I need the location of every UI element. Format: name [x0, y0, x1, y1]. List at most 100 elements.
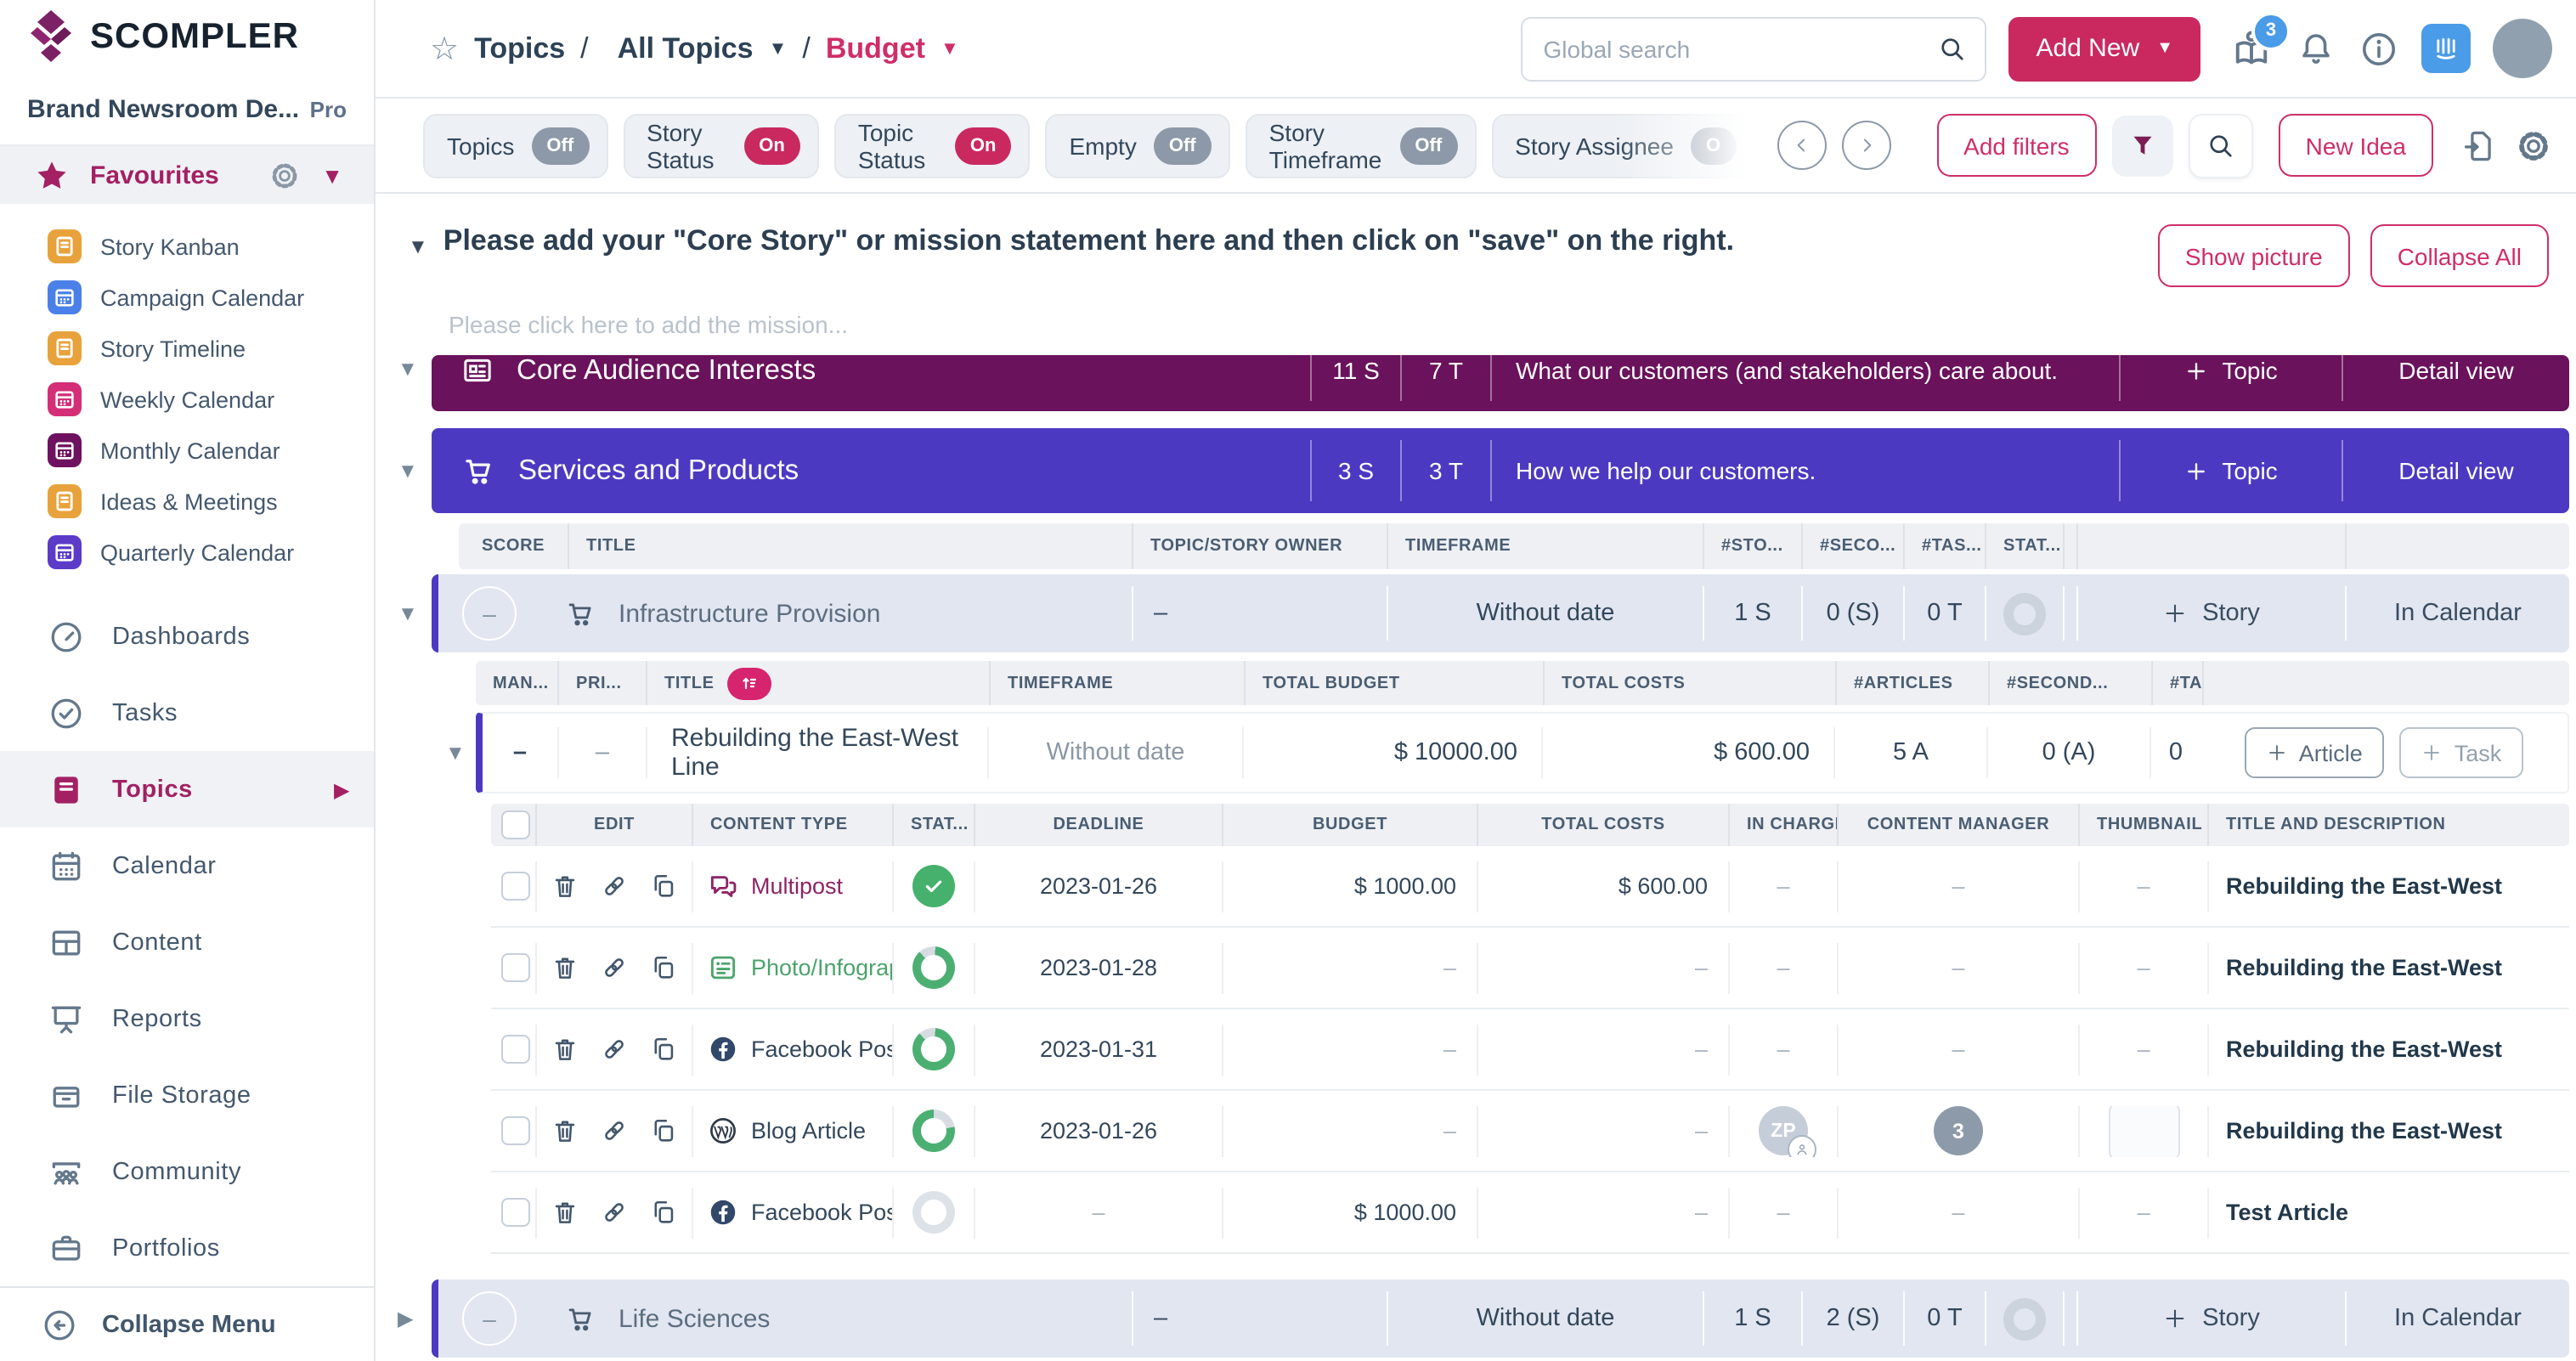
filters-scroll-right-button[interactable] — [1841, 121, 1891, 170]
content-manager-avatar[interactable]: 3 — [1934, 1106, 1983, 1155]
article-row[interactable]: Photo/Infographic 2023-01-28 – – – – – R… — [491, 928, 2569, 1009]
column-header[interactable]: TOTAL COSTS — [1543, 661, 1835, 705]
filter-chip-topics[interactable]: Topics Off — [423, 113, 608, 178]
column-header[interactable]: TIMEFRAME — [989, 661, 1244, 705]
trash-icon[interactable] — [551, 872, 579, 901]
sidebar-item-file-storage[interactable]: File Storage — [0, 1057, 374, 1133]
column-header[interactable]: CONTENT TYPE — [692, 804, 892, 846]
article-row[interactable]: Facebook Post 2023-01-31 – – – – – Rebui… — [491, 1009, 2569, 1091]
score-circle[interactable]: – — [462, 1291, 517, 1346]
chevron-down-icon[interactable]: ▼ — [445, 741, 466, 765]
breadcrumb-section[interactable]: Topics — [474, 31, 566, 64]
favourite-star-icon[interactable]: ☆ — [430, 30, 460, 67]
add-task-button[interactable]: Task — [2399, 727, 2524, 778]
detail-view-button[interactable]: Detail view — [2342, 440, 2569, 501]
copy-icon[interactable] — [649, 1116, 678, 1145]
row-checkbox[interactable] — [501, 1198, 530, 1227]
content-type-label[interactable]: Photo/Infographic — [751, 955, 892, 980]
sidebar-item-calendar[interactable]: Calendar — [0, 827, 374, 904]
funnel-filter-icon[interactable] — [2111, 115, 2173, 176]
column-header[interactable]: SCORE — [481, 537, 545, 556]
trash-icon[interactable] — [551, 1116, 579, 1145]
bell-icon[interactable] — [2296, 28, 2336, 69]
add-story-button[interactable]: Story — [2076, 586, 2345, 641]
link-icon[interactable] — [600, 1116, 629, 1145]
sidebar-item-quarterly-calendar[interactable]: Quarterly Calendar — [0, 527, 374, 578]
user-avatar[interactable] — [2493, 19, 2552, 78]
sidebar-item-dashboards[interactable]: Dashboards — [0, 598, 374, 675]
chevron-right-icon[interactable]: ▶ — [398, 1307, 414, 1330]
column-header[interactable]: MAN... — [493, 674, 549, 692]
in-charge-avatar[interactable]: ZP — [1759, 1106, 1816, 1156]
select-all-checkbox[interactable] — [501, 810, 530, 839]
article-row[interactable]: Multipost 2023-01-26 $ 1000.00 $ 600.00 … — [491, 846, 2569, 928]
column-header[interactable]: #ARTICLES — [1835, 661, 1988, 705]
add-filters-button[interactable]: Add filters — [1936, 114, 2097, 177]
chevron-down-icon[interactable]: ▼ — [940, 38, 959, 59]
sidebar-item-topics[interactable]: Topics ▶ — [0, 751, 374, 827]
collapse-menu-button[interactable]: Collapse Menu — [0, 1286, 374, 1361]
in-calendar-button[interactable]: In Calendar — [2345, 586, 2569, 641]
logo[interactable]: SCOMPLER — [0, 0, 374, 75]
intercom-messenger-icon[interactable] — [2421, 24, 2471, 73]
content-type-label[interactable]: Multipost — [751, 873, 844, 899]
section-core-audience-bar[interactable]: Core Audience Interests 11 S 7 T What ou… — [432, 355, 2569, 411]
collapse-all-button[interactable]: Collapse All — [2370, 224, 2549, 287]
article-row[interactable]: Facebook Post – $ 1000.00 – – – – Test A… — [491, 1172, 2569, 1254]
column-header[interactable]: DEADLINE — [974, 804, 1222, 846]
sidebar-item-campaign-calendar[interactable]: Campaign Calendar — [0, 272, 374, 323]
sidebar-item-portfolios[interactable]: Portfolios — [0, 1210, 374, 1286]
row-checkbox[interactable] — [501, 1116, 530, 1145]
column-header-title[interactable]: TITLE — [646, 661, 989, 705]
chevron-down-icon[interactable]: ▼ — [398, 459, 418, 483]
status-progress-icon[interactable] — [912, 1110, 955, 1152]
content-type-label[interactable]: Facebook Post — [751, 1200, 892, 1225]
status-progress-icon[interactable] — [912, 946, 955, 989]
status-done-icon[interactable] — [912, 865, 955, 907]
filter-chip-topic-status[interactable]: Topic Status On — [833, 113, 1031, 178]
column-header[interactable]: BUDGET — [1222, 804, 1477, 846]
info-icon[interactable] — [2359, 28, 2399, 69]
search-icon[interactable] — [1937, 33, 1968, 64]
academy-reader-icon[interactable]: 3 — [2229, 11, 2291, 71]
article-title[interactable]: Rebuilding the East-West — [2207, 942, 2569, 993]
status-empty-icon[interactable] — [912, 1191, 955, 1234]
thumbnail-placeholder[interactable] — [2108, 1105, 2179, 1156]
breadcrumb-parent[interactable]: All Topics — [617, 31, 754, 64]
column-header[interactable]: #TAS... — [1903, 523, 1985, 569]
breadcrumb-current[interactable]: Budget — [825, 31, 925, 64]
link-icon[interactable] — [600, 1035, 629, 1064]
score-circle[interactable]: – — [462, 586, 517, 641]
content-type-label[interactable]: Facebook Post — [751, 1036, 892, 1062]
sidebar-item-tasks[interactable]: Tasks — [0, 675, 374, 751]
status-progress-icon[interactable] — [912, 1028, 955, 1070]
filter-chip-story-status[interactable]: Story Status On — [623, 113, 819, 178]
show-picture-button[interactable]: Show picture — [2157, 224, 2350, 287]
topic-row[interactable]: – Life Sciences – Without date 1 S 2 (S)… — [432, 1279, 2569, 1358]
sort-ascending-icon[interactable] — [727, 667, 772, 699]
global-search-input[interactable] — [1539, 33, 1924, 64]
trash-icon[interactable] — [551, 953, 579, 982]
settings-gear-icon[interactable] — [2515, 127, 2552, 164]
add-article-button[interactable]: Article — [2244, 727, 2385, 778]
row-checkbox[interactable] — [501, 1035, 530, 1064]
column-header[interactable]: STAT... — [892, 804, 974, 846]
chevron-down-icon[interactable]: ▼ — [398, 601, 418, 625]
favourites-gear-icon[interactable] — [268, 159, 301, 191]
sidebar-item-reports[interactable]: Reports — [0, 980, 374, 1057]
sidebar-item-monthly-calendar[interactable]: Monthly Calendar — [0, 425, 374, 476]
sidebar-item-ideas-meetings[interactable]: Ideas & Meetings — [0, 476, 374, 527]
chevron-down-icon[interactable]: ▼ — [408, 234, 428, 258]
copy-icon[interactable] — [649, 1198, 678, 1227]
column-header[interactable]: #SECO... — [1801, 523, 1903, 569]
link-icon[interactable] — [600, 953, 629, 982]
sidebar-item-story-timeline[interactable]: Story Timeline — [0, 323, 374, 374]
article-title[interactable]: Rebuilding the East-West — [2207, 1105, 2569, 1156]
new-idea-button[interactable]: New Idea — [2278, 114, 2433, 177]
link-icon[interactable] — [600, 872, 629, 901]
workspace-row[interactable]: Brand Newsroom De... Pro — [0, 75, 374, 147]
copy-icon[interactable] — [649, 1035, 678, 1064]
sidebar-item-weekly-calendar[interactable]: Weekly Calendar — [0, 374, 374, 425]
column-header[interactable]: TIMEFRAME — [1387, 523, 1703, 569]
column-header[interactable]: STAT... — [1985, 523, 2063, 569]
